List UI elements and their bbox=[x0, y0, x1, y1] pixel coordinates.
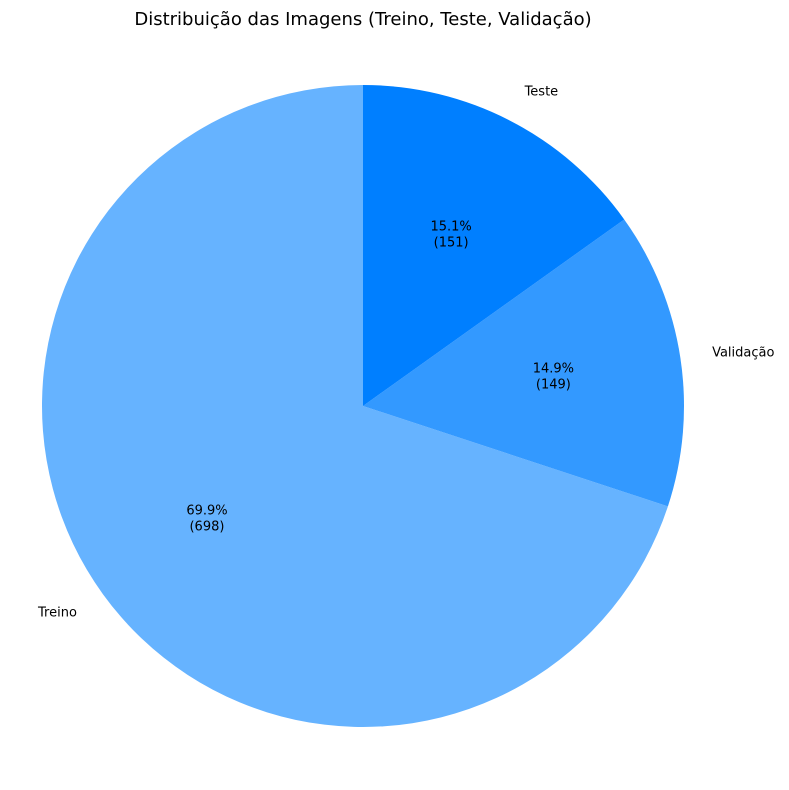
slice-label-validacao: Validação bbox=[712, 345, 774, 360]
slice-percent-validacao: 14.9% bbox=[533, 362, 574, 377]
slice-count-teste: (151) bbox=[434, 235, 469, 250]
pie-slice-validacao bbox=[363, 219, 684, 507]
pie-slices bbox=[41, 85, 684, 727]
pie-labels: Treino 69.9%(698) Validação 14.9%(149) Teste… bbox=[37, 85, 774, 621]
chart-title: Distribuição das Imagens (Treino, Teste,… bbox=[134, 9, 591, 30]
pie-slice-treino bbox=[41, 85, 668, 727]
slice-count-validacao: (149) bbox=[536, 378, 571, 393]
slice-label-treino: Treino bbox=[37, 606, 77, 621]
slice-percent-treino: 69.9% bbox=[186, 503, 227, 518]
pie-slice-teste bbox=[363, 85, 625, 406]
slice-percent-teste: 15.1% bbox=[430, 219, 471, 234]
slice-label-teste: Teste bbox=[524, 85, 559, 100]
slice-count-treino: (698) bbox=[189, 519, 224, 534]
